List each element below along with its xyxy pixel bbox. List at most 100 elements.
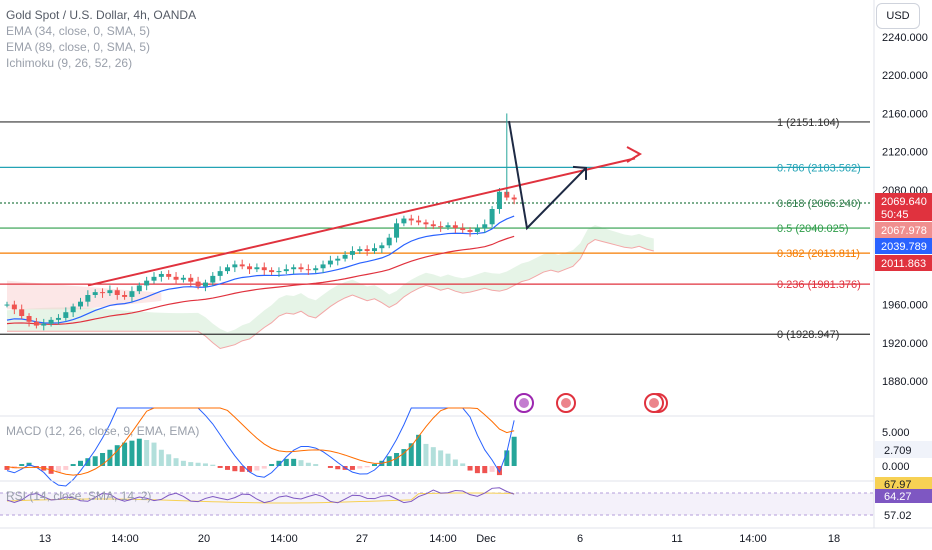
candle-body xyxy=(408,218,414,221)
time-tick: 14:00 xyxy=(739,533,767,545)
projection-path xyxy=(508,120,587,231)
us-flag-event-icon-3-inner xyxy=(649,398,659,408)
price-tag-bg xyxy=(875,193,932,221)
candle-body xyxy=(19,309,25,317)
rsi-pane xyxy=(0,480,874,516)
rsi-tick: 57.02 xyxy=(884,510,912,522)
macd-bar xyxy=(254,466,260,471)
candle-body xyxy=(489,209,495,225)
macd-bar xyxy=(217,466,223,468)
candle-body xyxy=(48,319,54,324)
indicator-ema34[interactable]: EMA (34, close, 0, SMA, 5) xyxy=(6,24,151,38)
candle-body xyxy=(482,224,488,229)
candle-body xyxy=(202,282,208,287)
candle-body xyxy=(394,223,400,238)
macd-label[interactable]: MACD (12, 26, close, 9, EMA, EMA) xyxy=(6,424,200,438)
candle-body xyxy=(158,273,164,277)
cloud-area-bearish xyxy=(7,280,162,310)
macd-bar xyxy=(100,453,106,466)
rsi-band xyxy=(0,493,874,515)
candle-body xyxy=(357,249,363,252)
candle-body xyxy=(63,312,69,318)
us-flag-event-icon-inner xyxy=(561,398,571,408)
rsi-line xyxy=(6,487,515,504)
macd-bar xyxy=(19,464,25,466)
macd-bar xyxy=(173,458,179,466)
fib-label-3: 0.5 (2040.025) xyxy=(777,223,849,235)
candle-body xyxy=(114,290,120,295)
indicator-ema89[interactable]: EMA (89, close, 0, SMA, 5) xyxy=(6,40,151,54)
candle-body xyxy=(151,276,157,281)
macd-bar xyxy=(349,466,355,470)
candle-body xyxy=(496,191,502,209)
lightning-event-icon-inner xyxy=(519,398,529,408)
macd-bar xyxy=(85,458,91,466)
macd-bar xyxy=(225,466,230,470)
candle-body xyxy=(298,267,304,270)
price-tag: 2039.789 xyxy=(881,241,927,253)
macd-tick: 0.000 xyxy=(882,461,910,473)
price-tag-bg xyxy=(875,238,932,254)
indicator-ichimoku[interactable]: Ichimoku (9, 26, 52, 26) xyxy=(6,56,133,70)
macd-bar xyxy=(364,466,370,468)
candle-body xyxy=(474,228,480,232)
cloud-area xyxy=(7,225,654,349)
macd-bar xyxy=(489,466,495,472)
macd-bar xyxy=(291,458,297,466)
macd-bar xyxy=(335,466,341,470)
macd-bar xyxy=(401,449,407,466)
rsi-tag: 64.27 xyxy=(884,491,912,503)
macd-bar xyxy=(438,450,444,466)
macd-bar xyxy=(210,464,216,466)
candle-body xyxy=(401,218,407,224)
symbol-title[interactable]: Gold Spot / U.S. Dollar, 4h, OANDA xyxy=(6,8,197,22)
candle-body xyxy=(372,248,377,252)
candle-body xyxy=(136,285,142,292)
candle-body xyxy=(92,292,98,295)
candle-body xyxy=(467,230,473,232)
candle-body xyxy=(107,290,113,294)
macd-bar xyxy=(92,456,98,466)
candle-body xyxy=(144,280,150,286)
macd-bar xyxy=(474,466,480,474)
price-tick: 1920.000 xyxy=(882,338,928,350)
candle-body xyxy=(225,267,230,272)
candle-body xyxy=(217,271,223,276)
price-tag: 2069.640 xyxy=(881,196,927,208)
macd-bar xyxy=(122,442,128,466)
candle-body xyxy=(100,292,106,294)
price-tick: 1880.000 xyxy=(882,376,928,388)
macd-bar xyxy=(504,450,510,466)
price-tag-bg xyxy=(875,255,932,271)
projection-arrowhead xyxy=(572,165,587,180)
candle-body xyxy=(78,301,83,307)
time-axis: 13 14:00 20 14:00 27 14:00 Dec 6 11 14:00 18 xyxy=(0,527,932,545)
candle-body xyxy=(269,270,275,273)
price-tag-bg xyxy=(875,222,932,238)
macd-bar xyxy=(269,464,275,466)
candle-body xyxy=(195,281,201,287)
ema34-line xyxy=(6,215,515,324)
macd-bar xyxy=(372,464,377,466)
candle-body xyxy=(247,266,253,270)
fib-label-4: 0.382 (2013.811) xyxy=(777,248,860,260)
macd-bar xyxy=(4,466,10,470)
time-tick: Dec xyxy=(476,533,496,545)
candle-body xyxy=(460,228,466,231)
ema-lines xyxy=(6,215,515,325)
macd-bar xyxy=(70,464,76,466)
candle-body xyxy=(416,220,422,223)
currency-button[interactable]: USD xyxy=(876,3,920,29)
candle-body xyxy=(261,267,267,271)
macd-bar xyxy=(313,464,319,466)
trendline-arrowhead xyxy=(626,146,643,163)
candle-body xyxy=(452,225,458,229)
candle-body xyxy=(320,264,326,269)
candle-body xyxy=(305,269,311,271)
time-tick: 11 xyxy=(671,533,682,545)
price-axis: 2240.0002200.0002160.0002120.0002080.000… xyxy=(873,0,932,528)
rsi-label[interactable]: RSI (14, close, SMA, 14, 2) xyxy=(6,489,152,503)
macd-bar xyxy=(460,463,466,466)
rsi-tag-bg xyxy=(875,477,932,491)
